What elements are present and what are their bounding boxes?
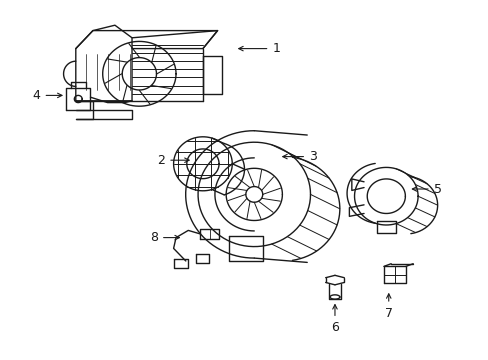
Text: 6: 6 [330, 305, 338, 334]
Text: 7: 7 [384, 294, 392, 320]
Text: 4: 4 [33, 89, 62, 102]
Text: 8: 8 [150, 231, 179, 244]
Text: 2: 2 [157, 154, 189, 167]
Text: 3: 3 [282, 150, 316, 163]
Text: 1: 1 [238, 42, 280, 55]
Text: 5: 5 [411, 183, 441, 195]
